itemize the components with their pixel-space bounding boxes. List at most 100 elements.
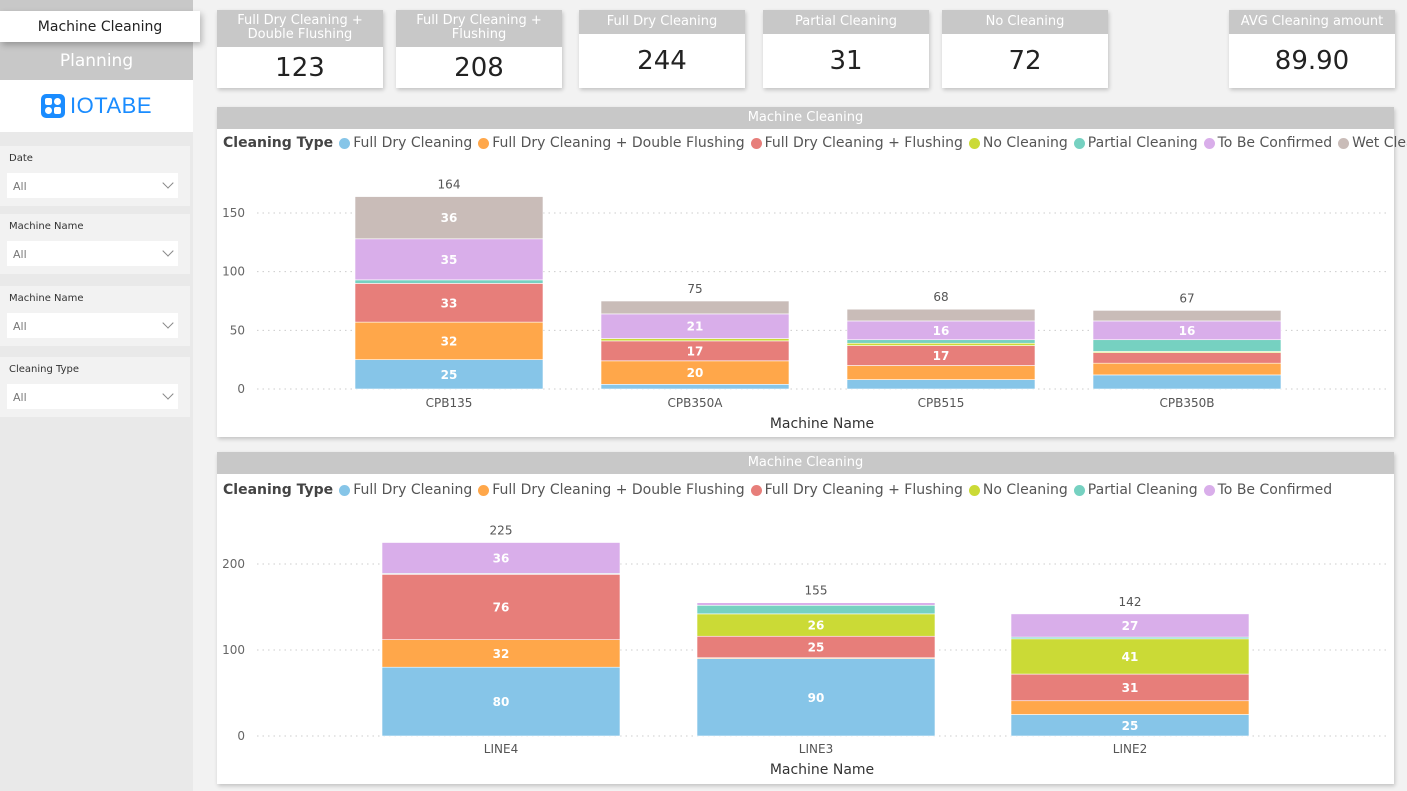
slicer-machine-name: Machine Name All bbox=[0, 214, 190, 274]
card-title: No Cleaning bbox=[942, 10, 1108, 34]
bar-segment[interactable] bbox=[1010, 638, 1250, 675]
x-tick-label: LINE3 bbox=[799, 742, 833, 756]
legend-label: Full Dry Cleaning + Flushing bbox=[764, 135, 963, 151]
card-title: AVG Cleaning amount bbox=[1229, 10, 1395, 34]
bar-segment[interactable] bbox=[696, 602, 936, 606]
data-label: 35 bbox=[441, 253, 458, 267]
y-tick-label: 100 bbox=[222, 265, 245, 279]
chart-legend: Cleaning Type Full Dry Cleaning Full Dry C… bbox=[223, 135, 1407, 151]
bar-segment[interactable] bbox=[381, 666, 621, 737]
total-label: 75 bbox=[687, 282, 702, 296]
legend-item[interactable]: Full Dry Cleaning + Flushing bbox=[750, 482, 963, 498]
chevron-down-icon bbox=[162, 245, 174, 257]
bar-segment[interactable] bbox=[1010, 700, 1250, 715]
data-label: 25 bbox=[1122, 719, 1139, 733]
dropdown-value: All bbox=[13, 391, 27, 404]
machine-name-dropdown-2[interactable]: All bbox=[7, 313, 178, 338]
legend-item[interactable]: No Cleaning bbox=[968, 482, 1068, 498]
data-label: 16 bbox=[933, 324, 950, 338]
bar-segment[interactable] bbox=[1092, 339, 1282, 352]
bar-segment[interactable] bbox=[1092, 310, 1282, 322]
bar-segment[interactable] bbox=[1010, 613, 1250, 638]
slicer-label: Date bbox=[9, 153, 33, 164]
kpi-card-avg-amount: AVG Cleaning amount 89.90 bbox=[1229, 10, 1395, 88]
legend-dot-icon bbox=[1073, 137, 1085, 149]
legend-item[interactable]: To Be Confirmed bbox=[1203, 482, 1332, 498]
bar-segment[interactable] bbox=[1092, 352, 1282, 364]
legend-item[interactable]: Full Dry Cleaning bbox=[339, 482, 472, 498]
bar-segment[interactable] bbox=[600, 338, 790, 342]
bar-segment[interactable] bbox=[1092, 374, 1282, 390]
card-title: Full Dry Cleaning + Flushing bbox=[396, 10, 562, 47]
y-tick-label: 0 bbox=[237, 382, 245, 396]
legend-label: Partial Cleaning bbox=[1087, 482, 1198, 498]
total-label: 68 bbox=[933, 290, 948, 304]
legend-dot-icon bbox=[968, 484, 980, 496]
bar-segment[interactable] bbox=[600, 300, 790, 315]
bar-segment[interactable] bbox=[354, 238, 544, 281]
data-label: 32 bbox=[441, 334, 458, 348]
legend-dot-icon bbox=[1203, 484, 1215, 496]
card-value: 244 bbox=[637, 46, 687, 76]
legend-dot-icon bbox=[1203, 137, 1215, 149]
bar-segment[interactable] bbox=[600, 313, 790, 339]
date-dropdown[interactable]: All bbox=[7, 173, 178, 198]
legend-label: Full Dry Cleaning bbox=[353, 135, 473, 151]
legend-item[interactable]: Full Dry Cleaning + Flushing bbox=[750, 135, 963, 151]
bar-segment[interactable] bbox=[381, 542, 621, 574]
cleaning-type-dropdown[interactable]: All bbox=[7, 384, 178, 409]
bar-segment[interactable] bbox=[354, 279, 544, 284]
chart-title: Machine Cleaning bbox=[217, 107, 1394, 129]
data-label: 41 bbox=[1122, 650, 1139, 664]
dropdown-value: All bbox=[13, 180, 27, 193]
chart-machine-cleaning-by-line: Machine Cleaning Cleaning Type Full Dry C… bbox=[217, 452, 1394, 784]
y-tick-label: 0 bbox=[237, 729, 245, 743]
legend-item[interactable]: Full Dry Cleaning bbox=[339, 135, 472, 151]
legend-label: Full Dry Cleaning + Flushing bbox=[764, 482, 963, 498]
x-axis-title: Machine Name bbox=[770, 416, 874, 432]
legend-item[interactable]: Full Dry Cleaning + Double Flushing bbox=[478, 482, 745, 498]
x-tick-label: CPB135 bbox=[426, 396, 473, 410]
bar-segment[interactable] bbox=[354, 196, 544, 240]
data-label: 36 bbox=[493, 551, 510, 565]
legend-item[interactable]: To Be Confirmed bbox=[1203, 135, 1332, 151]
bar-segment[interactable] bbox=[846, 339, 1036, 344]
legend-item[interactable]: Full Dry Cleaning + Double Flushing bbox=[478, 135, 745, 151]
legend-item[interactable]: Partial Cleaning bbox=[1073, 135, 1198, 151]
bar-segment[interactable] bbox=[846, 308, 1036, 322]
legend-dot-icon bbox=[1338, 137, 1350, 149]
dropdown-value: All bbox=[13, 248, 27, 261]
data-label: 90 bbox=[808, 691, 825, 705]
bar-segment[interactable] bbox=[600, 384, 790, 390]
legend-item[interactable]: Partial Cleaning bbox=[1073, 482, 1198, 498]
legend-dot-icon bbox=[478, 484, 490, 496]
data-label: 80 bbox=[493, 695, 510, 709]
section-header-planning[interactable]: Planning bbox=[0, 42, 193, 80]
bar-segment[interactable] bbox=[846, 365, 1036, 380]
data-label: 25 bbox=[808, 640, 825, 654]
legend-label: Wet Cleaning bbox=[1352, 135, 1407, 151]
legend-label: No Cleaning bbox=[982, 135, 1068, 151]
bar-segment[interactable] bbox=[846, 379, 1036, 390]
nav-button-machine-cleaning[interactable]: Machine Cleaning bbox=[0, 11, 200, 42]
chart-title: Machine Cleaning bbox=[217, 452, 1394, 474]
data-label: 76 bbox=[493, 601, 510, 615]
slicer-label: Cleaning Type bbox=[9, 364, 79, 375]
legend-item[interactable]: Wet Cleaning bbox=[1338, 135, 1407, 151]
logo: IOTABE bbox=[0, 80, 193, 132]
machine-name-dropdown[interactable]: All bbox=[7, 241, 178, 266]
legend-dot-icon bbox=[968, 137, 980, 149]
bar-segment[interactable] bbox=[846, 342, 1036, 346]
bar-segment[interactable] bbox=[696, 604, 936, 615]
bar-segment[interactable] bbox=[381, 574, 621, 640]
bar-segment[interactable] bbox=[381, 639, 621, 668]
slicer-machine-name-2: Machine Name All bbox=[0, 286, 190, 346]
sidebar: Planning IOTABE Date All Machine Name Al… bbox=[0, 0, 193, 791]
legend-item[interactable]: No Cleaning bbox=[968, 135, 1068, 151]
bar-segment[interactable] bbox=[1092, 362, 1282, 376]
y-tick-label: 50 bbox=[230, 323, 245, 337]
bar-segment[interactable] bbox=[1010, 673, 1250, 702]
kpi-card-full-dry: Full Dry Cleaning 244 bbox=[579, 10, 745, 88]
y-tick-label: 100 bbox=[222, 643, 245, 657]
bar-segment[interactable] bbox=[354, 283, 544, 323]
